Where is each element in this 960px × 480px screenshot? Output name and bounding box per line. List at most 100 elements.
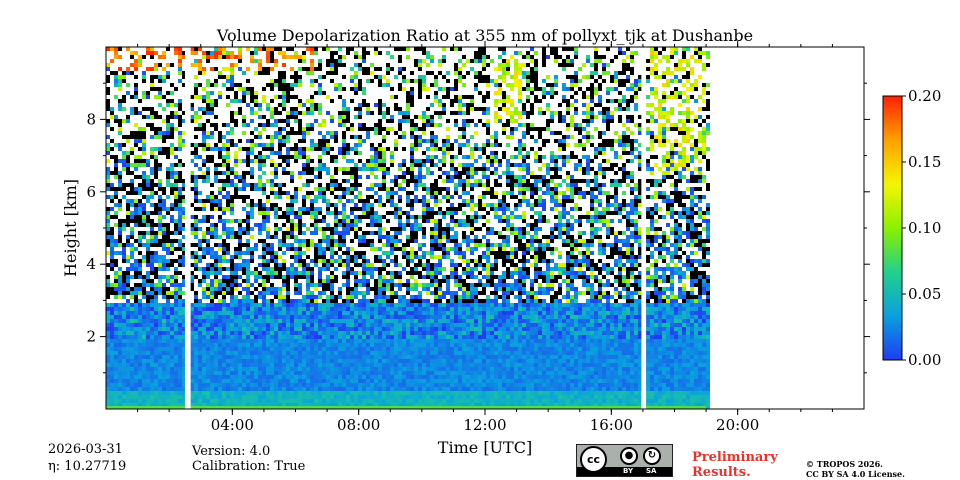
heatmap-cell xyxy=(282,327,286,331)
heatmap-cell xyxy=(178,307,182,311)
heatmap-cell xyxy=(162,191,166,195)
heatmap-cell xyxy=(306,315,310,319)
heatmap-cell xyxy=(150,127,154,131)
heatmap-cell xyxy=(330,387,334,391)
heatmap-cell xyxy=(114,55,118,59)
heatmap-cell xyxy=(122,95,126,99)
heatmap-cell xyxy=(254,99,258,103)
heatmap-cell xyxy=(114,223,118,227)
heatmap-cell xyxy=(282,171,286,175)
heatmap-cell xyxy=(346,227,350,231)
heatmap-cell xyxy=(154,63,158,67)
heatmap-cell xyxy=(138,47,142,51)
heatmap-cell xyxy=(298,375,302,379)
heatmap-cell xyxy=(182,403,186,407)
heatmap-cell xyxy=(354,87,358,91)
heatmap-cell xyxy=(202,323,206,327)
heatmap-cell xyxy=(314,143,318,147)
heatmap-cell xyxy=(362,291,366,295)
heatmap-cell xyxy=(230,319,234,323)
heatmap-cell xyxy=(294,107,298,111)
heatmap-cell xyxy=(270,47,274,51)
heatmap-cell xyxy=(366,387,370,391)
heatmap-cell xyxy=(218,299,222,303)
heatmap-cell xyxy=(306,67,310,71)
heatmap-cell xyxy=(302,203,306,207)
heatmap-cell xyxy=(342,251,346,255)
heatmap-cell xyxy=(182,327,186,331)
heatmap-cell xyxy=(138,375,142,379)
heatmap-cell xyxy=(170,395,174,399)
heatmap-cell xyxy=(322,139,326,143)
heatmap-cell xyxy=(354,355,358,359)
heatmap-cell xyxy=(290,403,294,407)
heatmap-cell xyxy=(178,303,182,307)
heatmap-cell xyxy=(110,247,114,251)
heatmap-cell xyxy=(178,315,182,319)
heatmap-cell xyxy=(338,319,342,323)
heatmap-cell xyxy=(142,399,146,403)
heatmap-cell xyxy=(298,51,302,55)
heatmap-cell xyxy=(198,83,202,87)
heatmap-cell xyxy=(322,339,326,343)
heatmap-cell xyxy=(386,131,390,135)
heatmap-cell xyxy=(322,219,326,223)
heatmap-cell xyxy=(126,243,130,247)
heatmap-cell xyxy=(318,75,322,79)
heatmap-cell xyxy=(206,119,210,123)
heatmap-cell xyxy=(298,367,302,371)
heatmap-cell xyxy=(358,359,362,363)
heatmap-cell xyxy=(158,343,162,347)
heatmap-cell xyxy=(346,343,350,347)
heatmap-cell xyxy=(230,371,234,375)
heatmap-cell xyxy=(246,355,250,359)
heatmap-cell xyxy=(110,287,114,291)
heatmap-cell xyxy=(126,319,130,323)
heatmap-cell xyxy=(178,295,182,299)
heatmap-cell xyxy=(134,59,138,63)
heatmap-cell xyxy=(178,135,182,139)
heatmap-cell xyxy=(342,143,346,147)
heatmap-cell xyxy=(406,303,410,307)
heatmap-cell xyxy=(178,299,182,303)
heatmap-cell xyxy=(110,315,114,319)
heatmap-cell xyxy=(374,347,378,351)
heatmap-cell xyxy=(174,267,178,271)
heatmap-cell xyxy=(198,387,202,391)
heatmap-cell xyxy=(162,339,166,343)
heatmap-cell xyxy=(154,203,158,207)
heatmap-cell xyxy=(238,395,242,399)
heatmap-cell xyxy=(378,339,382,343)
heatmap-cell xyxy=(290,231,294,235)
heatmap-cell xyxy=(142,179,146,183)
heatmap-cell xyxy=(342,379,346,383)
heatmap-cell xyxy=(386,303,390,307)
heatmap-cell xyxy=(110,339,114,343)
heatmap-cell xyxy=(294,387,298,391)
heatmap-cell xyxy=(410,259,414,263)
heatmap-cell xyxy=(230,63,234,67)
heatmap-cell xyxy=(406,215,410,219)
heatmap-cell xyxy=(310,179,314,183)
heatmap-cell xyxy=(150,347,154,351)
heatmap-cell xyxy=(170,163,174,167)
heatmap-cell xyxy=(378,379,382,383)
heatmap-cell xyxy=(166,355,170,359)
heatmap-cell xyxy=(206,67,210,71)
heatmap-cell xyxy=(206,363,210,367)
heatmap-cell xyxy=(194,63,198,67)
heatmap-cell xyxy=(142,363,146,367)
heatmap-cell xyxy=(250,311,254,315)
heatmap-cell xyxy=(182,263,186,267)
heatmap-cell xyxy=(206,283,210,287)
heatmap-cell xyxy=(154,291,158,295)
heatmap-cell xyxy=(106,227,110,231)
heatmap-cell xyxy=(158,327,162,331)
heatmap-cell xyxy=(158,399,162,403)
heatmap-cell xyxy=(282,55,286,59)
heatmap-cell xyxy=(146,403,150,407)
heatmap-cell xyxy=(222,259,226,263)
heatmap-cell xyxy=(110,235,114,239)
heatmap-cell xyxy=(222,403,226,407)
heatmap-cell xyxy=(234,311,238,315)
